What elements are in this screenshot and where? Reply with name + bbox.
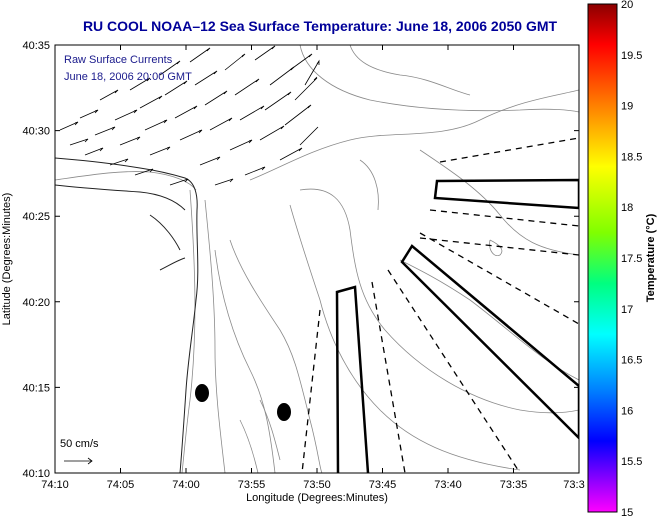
x-tick-label: 74:05 xyxy=(107,479,135,491)
x-tick-label: 74:10 xyxy=(41,479,69,491)
y-axis-label: Latitude (Degrees:Minutes) xyxy=(1,193,13,326)
colorbar-tick: 17.5 xyxy=(621,253,642,265)
scale-label: 50 cm/s xyxy=(60,438,99,450)
x-tick-labels: 74:10 74:05 74:00 73:55 73:50 73:45 73:4… xyxy=(41,479,584,491)
colorbar-tick: 15 xyxy=(621,507,633,518)
overlay-line-1: Raw Surface Currents xyxy=(64,54,173,66)
x-tick-label: 73:50 xyxy=(303,479,331,491)
y-tick-label: 40:15 xyxy=(22,382,50,394)
x-tick-label: 73:3 xyxy=(563,479,584,491)
station-marker xyxy=(277,403,291,421)
map-content xyxy=(55,45,579,473)
colorbar xyxy=(587,3,618,513)
tick-marks xyxy=(54,44,580,474)
station-marker xyxy=(195,384,209,402)
map-title: RU COOL NOAA–12 Sea Surface Temperature:… xyxy=(82,18,558,34)
bathymetry-contours xyxy=(55,45,579,473)
y-tick-label: 40:30 xyxy=(22,126,50,138)
colorbar-tick: 18.5 xyxy=(621,151,642,163)
x-tick-label: 73:55 xyxy=(238,479,266,491)
x-tick-label: 73:40 xyxy=(434,479,462,491)
survey-polygons xyxy=(335,178,579,473)
colorbar-tick: 18 xyxy=(621,202,633,214)
y-tick-labels: 40:35 40:30 40:25 40:20 40:15 40:10 xyxy=(22,40,50,480)
colorbar-tick: 20 xyxy=(621,0,633,11)
x-tick-label: 73:35 xyxy=(500,479,528,491)
scale-arrow xyxy=(64,457,93,465)
y-tick-label: 40:20 xyxy=(22,297,50,309)
x-tick-label: 73:45 xyxy=(369,479,397,491)
overlay-line-2: June 18, 2006 20:00 GMT xyxy=(64,71,192,83)
colorbar-ticks: 20 19.5 19 18.5 18 17.5 17 16.5 16 15.5 … xyxy=(621,0,642,518)
y-tick-label: 40:35 xyxy=(22,40,50,52)
dashed-rays xyxy=(301,137,579,473)
colorbar-label: Temperature (°C) xyxy=(645,213,657,302)
x-tick-label: 74:00 xyxy=(172,479,200,491)
colorbar-tick: 17 xyxy=(621,304,633,316)
colorbar-tick: 19.5 xyxy=(621,50,642,62)
x-axis-label: Longitude (Degrees:Minutes) xyxy=(246,492,388,504)
coastline xyxy=(55,157,199,473)
plot-frame xyxy=(54,44,580,474)
y-tick-label: 40:10 xyxy=(22,468,50,480)
colorbar-tick: 16 xyxy=(621,405,633,417)
y-tick-label: 40:25 xyxy=(22,211,50,223)
current-vectors xyxy=(59,45,320,186)
colorbar-tick: 16.5 xyxy=(621,355,642,367)
colorbar-tick: 15.5 xyxy=(621,456,642,468)
colorbar-tick: 19 xyxy=(621,101,633,113)
